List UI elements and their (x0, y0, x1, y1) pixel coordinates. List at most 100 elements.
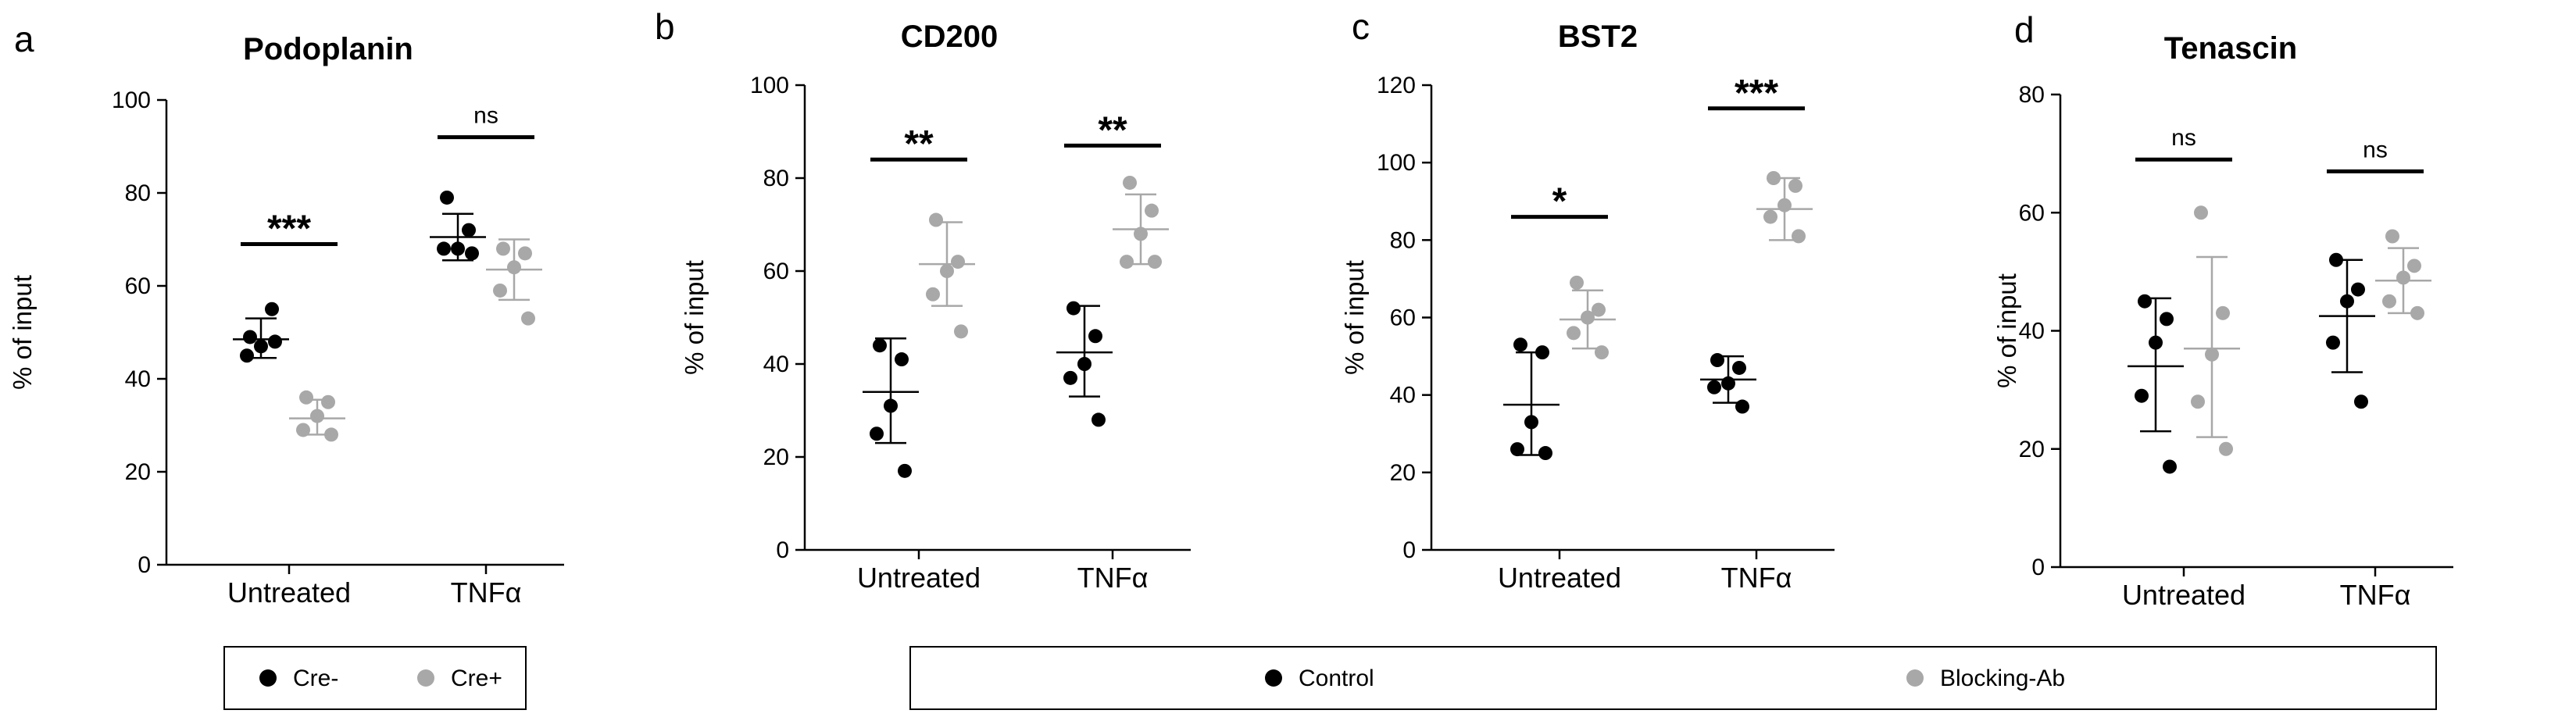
data-point (1510, 442, 1524, 457)
y-tick-label: 0 (138, 552, 151, 578)
y-tick-label: 100 (112, 87, 151, 113)
y-tick-label: 40 (1390, 383, 1416, 409)
data-point (870, 426, 884, 441)
significance-label: ns (2171, 125, 2196, 151)
y-tick-label: 20 (763, 444, 789, 470)
data-point (2149, 335, 2163, 350)
x-tick-label: TNFα (1077, 562, 1149, 594)
data-point (898, 463, 912, 478)
data-point (884, 398, 898, 413)
chart-title: CD200 (901, 20, 999, 54)
panel-letter-a: a (14, 19, 34, 59)
data-point (951, 255, 965, 269)
data-point (1707, 380, 1721, 394)
data-point (518, 246, 532, 261)
x-tick-label: Untreated (2122, 579, 2246, 611)
data-point (1732, 360, 1746, 375)
data-point (243, 330, 257, 344)
legend-marker (417, 669, 434, 687)
legend-label: Blocking-Ab (1940, 666, 2065, 691)
significance-label: ** (1098, 109, 1127, 151)
data-point (465, 246, 479, 261)
y-tick-label: 120 (1377, 73, 1416, 98)
data-point (1120, 255, 1134, 269)
y-axis-label: % of input (1340, 260, 1369, 375)
data-point (1524, 415, 1538, 430)
data-point (2160, 312, 2174, 327)
data-point (1735, 399, 1749, 414)
data-point (1792, 229, 1806, 244)
panel-b: b CD200 0 20 40 60 80 100 % of input Untreated TNF… (655, 6, 1191, 594)
data-point (1567, 326, 1581, 341)
data-point (493, 283, 507, 298)
data-point (2163, 459, 2177, 474)
data-point (2410, 305, 2424, 320)
legend-marker (1906, 669, 1924, 687)
data-point (2385, 229, 2399, 244)
significance-label: *** (1735, 73, 1778, 114)
y-tick-label: 40 (763, 352, 789, 377)
x-tick-label: Untreated (227, 576, 351, 608)
y-tick-label: 80 (2019, 82, 2045, 108)
y-tick-label: 20 (1390, 460, 1416, 486)
data-point (1710, 353, 1724, 368)
data-point (1592, 302, 1606, 317)
x-tick-label: TNFα (2340, 579, 2411, 611)
data-point (1513, 337, 1527, 352)
data-point (1077, 357, 1091, 371)
legend-label: Control (1299, 666, 1374, 691)
data-point (324, 427, 338, 442)
data-point (2340, 294, 2354, 309)
chart-title: BST2 (1558, 20, 1638, 54)
data-point (1066, 301, 1081, 316)
data-point (1721, 376, 1735, 391)
y-tick-label: 20 (2019, 437, 2045, 462)
y-tick-label: 60 (763, 259, 789, 284)
data-point (496, 241, 510, 256)
x-tick-label: TNFα (451, 576, 522, 608)
y-axis-label: % of input (680, 260, 709, 375)
data-point (1063, 370, 1077, 385)
data-point (1763, 209, 1777, 224)
data-point (873, 338, 887, 353)
y-tick-label: 0 (776, 537, 789, 563)
y-tick-label: 60 (2019, 200, 2045, 226)
legends: Cre- Cre+ Control Blocking-Ab (223, 646, 2437, 710)
data-point (437, 241, 451, 256)
data-point (1535, 345, 1549, 360)
chart-title: Tenascin (2164, 31, 2297, 66)
legend-marker (259, 669, 277, 687)
data-point (1777, 198, 1792, 212)
data-point (254, 339, 268, 354)
y-tick-label: 0 (1402, 537, 1416, 563)
legend-1: Cre- Cre+ (223, 646, 527, 710)
significance-label: ** (904, 123, 934, 165)
data-point (321, 394, 335, 409)
legend-label: Cre+ (451, 666, 502, 691)
data-point (1091, 412, 1106, 427)
data-point (2407, 259, 2421, 273)
y-tick-label: 100 (1377, 150, 1416, 176)
data-point (462, 223, 476, 237)
panel-c: c BST2 0 20 40 60 80 100 120 % of input Untreated T… (1340, 6, 1835, 594)
data-point (1788, 178, 1802, 193)
y-tick-label: 60 (1390, 305, 1416, 331)
data-point (929, 212, 943, 227)
chart-title: Podoplanin (243, 32, 413, 66)
significance-label: *** (267, 208, 311, 249)
data-point (2205, 347, 2219, 362)
data-point (1134, 227, 1148, 241)
data-point (2216, 305, 2230, 320)
data-point (2135, 388, 2149, 403)
data-point (507, 260, 521, 275)
data-point (1538, 446, 1552, 461)
legend-marker (1265, 669, 1282, 687)
data-point (1570, 275, 1584, 290)
data-point (2354, 394, 2368, 409)
y-tick-label: 100 (750, 73, 789, 98)
data-point (1767, 171, 1781, 185)
y-tick-label: 80 (1390, 227, 1416, 253)
y-axis-label: % of input (8, 275, 37, 390)
y-tick-label: 40 (2019, 319, 2045, 344)
